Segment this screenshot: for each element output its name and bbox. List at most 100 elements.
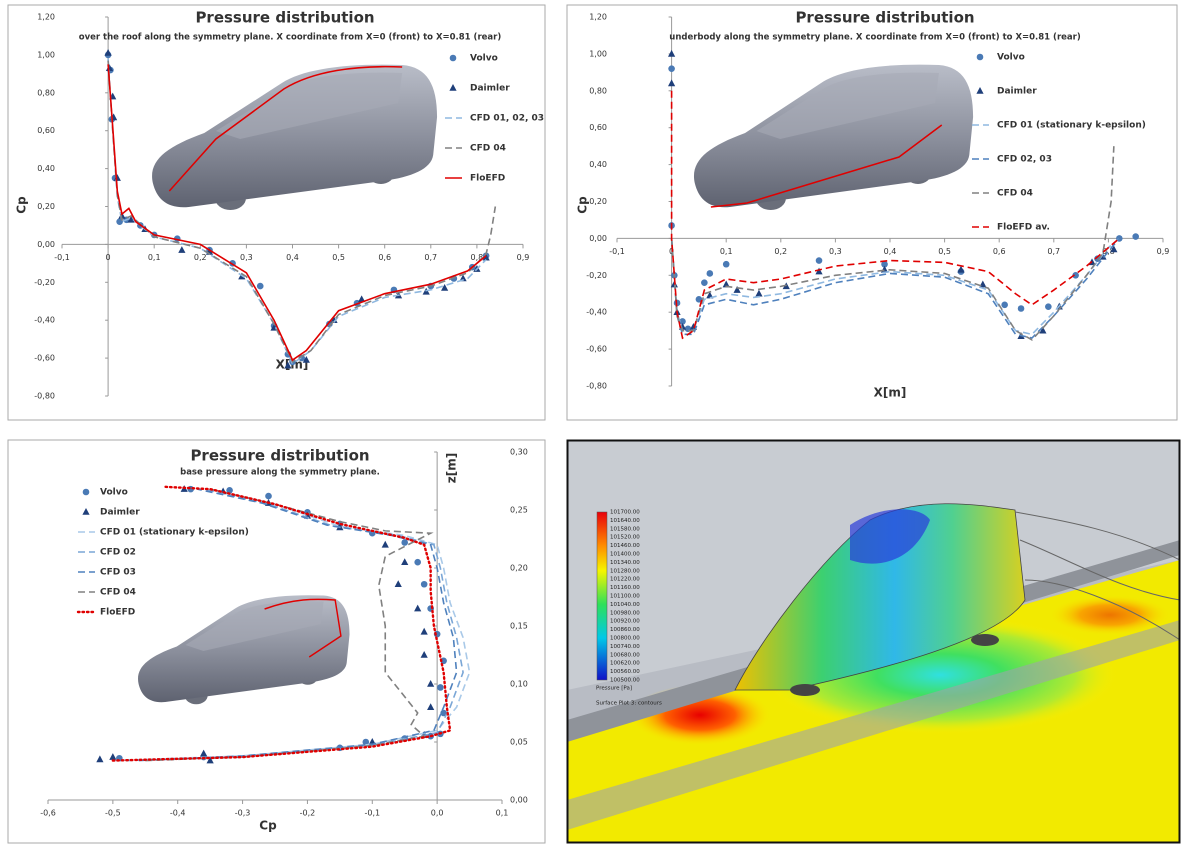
x-tick-label: 0,0 (431, 809, 444, 818)
point (257, 283, 264, 290)
x-tick-label: -0,3 (235, 809, 251, 818)
colorbar-label: 100680.00 (610, 652, 640, 658)
y-tick-label: 1,00 (37, 50, 55, 59)
x-tick-label: 0,9 (517, 253, 530, 262)
x-tick-label: 0,5 (938, 247, 951, 256)
colorbar-label: 100560.00 (610, 669, 640, 675)
legend-label: CFD 04 (997, 189, 1033, 199)
y-tick-label: 0,60 (589, 123, 607, 132)
legend-label: FloEFD (470, 174, 505, 184)
legend-label: Volvo (100, 488, 128, 498)
x-tick-label: -0,1 (609, 247, 625, 256)
y-tick-label: 0,20 (589, 197, 607, 206)
y-tick-label: -0,60 (586, 345, 607, 354)
y-tick-label: 0,80 (37, 88, 55, 97)
y-tick-label: -0,40 (586, 308, 607, 317)
x-tick-label: 0,7 (1047, 247, 1060, 256)
y-tick-label: -0,20 (34, 278, 55, 287)
legend-label: CFD 02 (100, 548, 136, 558)
point (265, 493, 272, 500)
colorbar-label: 101400.00 (610, 552, 640, 558)
legend-label: Daimler (470, 84, 510, 94)
point (1132, 233, 1139, 240)
point (421, 581, 428, 588)
chart-subtitle: underbody along the symmetry plane. X co… (669, 33, 1081, 43)
y-tick-label: 0,40 (37, 164, 55, 173)
y-tick-label: 0,00 (37, 240, 55, 249)
point (401, 539, 408, 546)
y-tick-label: -0,40 (34, 316, 55, 325)
y-tick-label: 0,80 (589, 86, 607, 95)
y-tick-label: 0,20 (510, 564, 528, 573)
y-tick-label: 0,20 (37, 202, 55, 211)
point (668, 65, 675, 72)
colorbar-label: 101340.00 (610, 560, 640, 566)
point (437, 684, 444, 691)
y-tick-label: 0,30 (510, 448, 528, 457)
x-tick-label: 0,1 (496, 809, 509, 818)
y-tick-label: 0,10 (510, 680, 528, 689)
legend-label: Volvo (997, 53, 1025, 63)
legend-label: FloEFD av. (997, 223, 1050, 233)
y-tick-label: 0,60 (37, 126, 55, 135)
x-tick-label: 0,9 (1157, 247, 1170, 256)
legend-symbol (83, 489, 90, 496)
y-axis-label: z[m] (445, 453, 459, 483)
cfd-render (567, 440, 1180, 843)
y-axis-label: Cp (576, 196, 590, 214)
point (723, 261, 730, 268)
x-tick-label: -0,1 (364, 809, 380, 818)
x-axis-label: X[m] (874, 386, 907, 400)
x-tick-label: -0,2 (300, 809, 316, 818)
y-tick-label: 1,20 (37, 13, 55, 22)
colorbar-label: 101280.00 (610, 568, 640, 574)
y-tick-label: 0,00 (589, 234, 607, 243)
colorbar-label: 100500.00 (610, 678, 640, 684)
point (1001, 302, 1008, 309)
x-tick-label: -0,5 (105, 809, 121, 818)
x-tick-label: -0,6 (40, 809, 56, 818)
point (701, 279, 708, 286)
colorbar-label: 101220.00 (610, 577, 640, 583)
legend-label: CFD 01, 02, 03 (470, 114, 544, 124)
y-tick-label: 1,00 (589, 49, 607, 58)
point (707, 270, 714, 277)
y-tick-label: 0,00 (510, 796, 528, 805)
x-tick-label: -0,1 (54, 253, 70, 262)
point (414, 559, 421, 566)
x-axis-label: Cp (259, 819, 277, 833)
chart-title: Pressure distribution (195, 9, 374, 27)
legend-label: CFD 03 (100, 568, 136, 578)
x-tick-label: -0,4 (170, 809, 186, 818)
point (1045, 303, 1052, 310)
y-tick-label: 0,40 (589, 160, 607, 169)
legend-label: CFD 04 (100, 588, 136, 598)
legend-label: CFD 04 (470, 144, 506, 154)
x-tick-label: 0,2 (774, 247, 787, 256)
legend-label: Daimler (997, 87, 1037, 97)
y-tick-label: 1,20 (589, 13, 607, 22)
y-tick-label: -0,80 (586, 382, 607, 391)
caption: Surface Plot 3: contours (596, 701, 662, 707)
y-tick-label: -0,80 (34, 392, 55, 401)
legend-label: CFD 01 (stationary k-epsilon) (100, 528, 249, 538)
y-axis-label: Cp (15, 196, 29, 214)
colorbar-label: 101520.00 (610, 535, 640, 541)
x-tick-label: 0,3 (829, 247, 842, 256)
x-tick-label: 0,7 (424, 253, 437, 262)
colorbar-label: 101100.00 (610, 594, 640, 600)
colorbar-label: 101460.00 (610, 543, 640, 549)
x-tick-label: 0,5 (332, 253, 345, 262)
legend-symbol (977, 54, 984, 61)
x-tick-label: 0,1 (148, 253, 161, 262)
y-tick-label: -0,20 (586, 271, 607, 280)
x-tick-label: 0 (106, 253, 111, 262)
y-tick-label: 0,05 (510, 738, 528, 747)
legend-label: Volvo (470, 54, 498, 64)
legend-label: Daimler (100, 508, 140, 518)
chart-title: Pressure distribution (190, 447, 369, 465)
x-tick-label: 0,1 (720, 247, 733, 256)
y-tick-label: -0,60 (34, 354, 55, 363)
panel-frame (567, 5, 1177, 420)
colorbar-label: 100860.00 (610, 627, 640, 633)
